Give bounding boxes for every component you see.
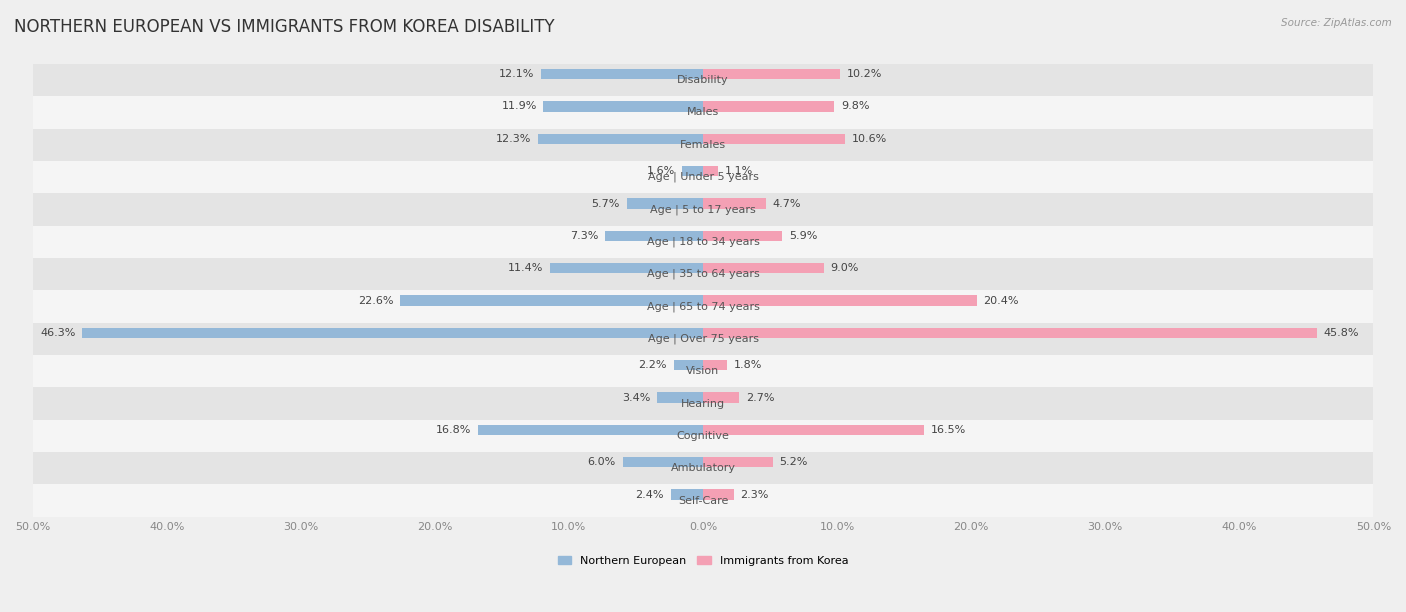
Text: 5.9%: 5.9% bbox=[789, 231, 817, 241]
Text: Age | 5 to 17 years: Age | 5 to 17 years bbox=[650, 204, 756, 215]
Bar bbox=[703, 425, 924, 435]
Bar bbox=[703, 102, 834, 111]
Bar bbox=[32, 226, 1374, 258]
Text: 7.3%: 7.3% bbox=[569, 231, 599, 241]
Bar bbox=[32, 355, 1374, 387]
Bar bbox=[623, 457, 703, 468]
Text: 12.1%: 12.1% bbox=[499, 69, 534, 79]
Text: 16.5%: 16.5% bbox=[931, 425, 966, 435]
Text: Source: ZipAtlas.com: Source: ZipAtlas.com bbox=[1281, 18, 1392, 28]
Text: 12.3%: 12.3% bbox=[496, 134, 531, 144]
Bar bbox=[538, 133, 703, 144]
Bar bbox=[682, 166, 703, 176]
Bar bbox=[703, 490, 734, 500]
Bar bbox=[703, 231, 782, 241]
Text: Cognitive: Cognitive bbox=[676, 431, 730, 441]
Bar bbox=[32, 193, 1374, 226]
Bar bbox=[703, 457, 773, 468]
Bar bbox=[32, 452, 1374, 485]
Bar bbox=[478, 425, 703, 435]
Text: Hearing: Hearing bbox=[681, 398, 725, 409]
Text: 11.9%: 11.9% bbox=[502, 102, 537, 111]
Text: 4.7%: 4.7% bbox=[773, 198, 801, 209]
Bar bbox=[32, 64, 1374, 96]
Text: 22.6%: 22.6% bbox=[357, 296, 394, 305]
Text: Age | 65 to 74 years: Age | 65 to 74 years bbox=[647, 301, 759, 312]
Text: 46.3%: 46.3% bbox=[41, 328, 76, 338]
Text: 20.4%: 20.4% bbox=[983, 296, 1019, 305]
Text: 5.2%: 5.2% bbox=[779, 457, 808, 468]
Bar bbox=[703, 198, 766, 209]
Text: 10.6%: 10.6% bbox=[852, 134, 887, 144]
Bar bbox=[32, 387, 1374, 420]
Text: Age | Under 5 years: Age | Under 5 years bbox=[648, 172, 758, 182]
Text: NORTHERN EUROPEAN VS IMMIGRANTS FROM KOREA DISABILITY: NORTHERN EUROPEAN VS IMMIGRANTS FROM KOR… bbox=[14, 18, 555, 36]
Text: 6.0%: 6.0% bbox=[588, 457, 616, 468]
Text: 1.1%: 1.1% bbox=[724, 166, 752, 176]
Text: 11.4%: 11.4% bbox=[508, 263, 544, 273]
Bar bbox=[32, 161, 1374, 193]
Bar bbox=[550, 263, 703, 274]
Bar bbox=[703, 360, 727, 370]
Bar bbox=[658, 392, 703, 403]
Text: Disability: Disability bbox=[678, 75, 728, 85]
Text: 2.2%: 2.2% bbox=[638, 360, 666, 370]
Bar bbox=[703, 166, 717, 176]
Text: Self-Care: Self-Care bbox=[678, 496, 728, 506]
Text: 9.0%: 9.0% bbox=[831, 263, 859, 273]
Bar bbox=[32, 258, 1374, 290]
Bar bbox=[32, 323, 1374, 355]
Bar bbox=[82, 328, 703, 338]
Bar bbox=[544, 102, 703, 111]
Text: 1.6%: 1.6% bbox=[647, 166, 675, 176]
Text: 2.7%: 2.7% bbox=[747, 393, 775, 403]
Text: 2.3%: 2.3% bbox=[741, 490, 769, 499]
Text: Ambulatory: Ambulatory bbox=[671, 463, 735, 473]
Text: 1.8%: 1.8% bbox=[734, 360, 762, 370]
Text: 45.8%: 45.8% bbox=[1324, 328, 1360, 338]
Bar bbox=[673, 360, 703, 370]
Text: 10.2%: 10.2% bbox=[846, 69, 882, 79]
Bar bbox=[671, 490, 703, 500]
Text: 9.8%: 9.8% bbox=[841, 102, 869, 111]
Legend: Northern European, Immigrants from Korea: Northern European, Immigrants from Korea bbox=[554, 551, 852, 570]
Text: Age | 35 to 64 years: Age | 35 to 64 years bbox=[647, 269, 759, 280]
Bar bbox=[399, 296, 703, 306]
Text: 16.8%: 16.8% bbox=[436, 425, 471, 435]
Bar bbox=[703, 296, 977, 306]
Text: 2.4%: 2.4% bbox=[636, 490, 664, 499]
Bar bbox=[32, 290, 1374, 323]
Bar bbox=[703, 69, 839, 80]
Bar bbox=[32, 129, 1374, 161]
Bar bbox=[605, 231, 703, 241]
Text: Males: Males bbox=[688, 108, 718, 118]
Bar bbox=[703, 133, 845, 144]
Text: 3.4%: 3.4% bbox=[623, 393, 651, 403]
Text: Age | Over 75 years: Age | Over 75 years bbox=[648, 334, 758, 344]
Bar bbox=[703, 263, 824, 274]
Text: Age | 18 to 34 years: Age | 18 to 34 years bbox=[647, 237, 759, 247]
Bar bbox=[703, 392, 740, 403]
Bar bbox=[32, 485, 1374, 517]
Text: Females: Females bbox=[681, 140, 725, 150]
Text: Vision: Vision bbox=[686, 366, 720, 376]
Bar bbox=[627, 198, 703, 209]
Bar bbox=[32, 96, 1374, 129]
Bar bbox=[32, 420, 1374, 452]
Bar bbox=[541, 69, 703, 80]
Bar bbox=[703, 328, 1317, 338]
Text: 5.7%: 5.7% bbox=[592, 198, 620, 209]
